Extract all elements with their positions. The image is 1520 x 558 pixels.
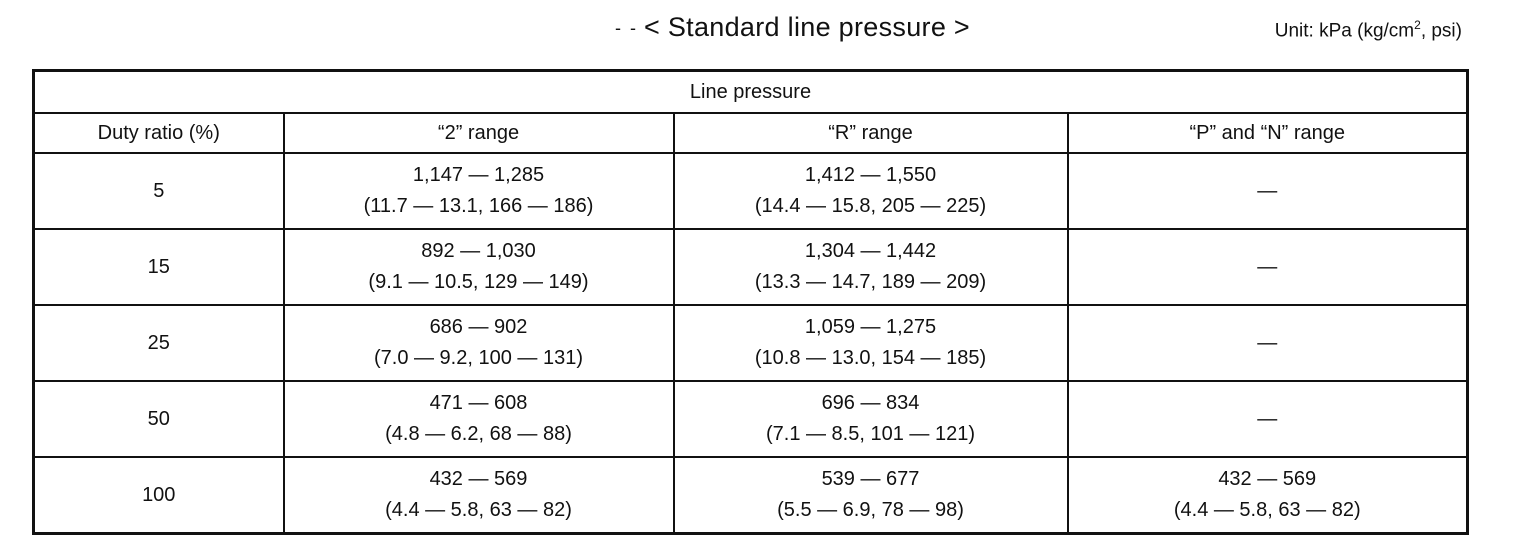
range-r-cell: 539 — 677 (5.5 — 6.9, 78 — 98) — [672, 456, 1069, 535]
range-r-cell: 1,059 — 1,275 (10.8 — 13.0, 154 — 185) — [672, 304, 1069, 382]
pressure-kpa: 696 — 834 — [821, 392, 920, 414]
pressure-kg-psi: (14.4 — 15.8, 205 — 225) — [754, 195, 987, 217]
range-pn-cell: — — [1066, 152, 1469, 230]
pressure-kpa: — — [1257, 407, 1278, 430]
pressure-kpa: 1,059 — 1,275 — [804, 316, 937, 338]
range-pn-cell: — — [1066, 304, 1469, 382]
pressure-kpa: 892 — 1,030 — [421, 240, 536, 262]
pressure-kpa: 1,304 — 1,442 — [804, 240, 937, 262]
range-2-cell: 892 — 1,030 (9.1 — 10.5, 129 — 149) — [282, 228, 675, 306]
pressure-kpa: 686 — 902 — [429, 316, 528, 338]
pressure-kpa: 432 — 569 — [429, 468, 528, 490]
pressure-kpa: 432 — 569 — [1218, 468, 1317, 490]
table-row: 50 471 — 608 (4.8 — 6.2, 68 — 88) 696 — … — [32, 380, 1469, 458]
unit-note-text: Unit: kPa (kg/cm — [1274, 20, 1415, 42]
column-header-row: Duty ratio (%) “2” range “R” range “P” a… — [32, 112, 1469, 154]
unit-note: Unit: kPa (kg/cm2, psi) — [1275, 18, 1462, 42]
line-pressure-table: Line pressure Duty ratio (%) “2” range “… — [32, 69, 1469, 535]
pressure-kpa: — — [1257, 179, 1278, 202]
pressure-kg-psi: (7.0 — 9.2, 100 — 131) — [373, 347, 583, 369]
title-text: < Standard line pressure > — [644, 12, 970, 42]
range-r-cell: 1,304 — 1,442 (13.3 — 14.7, 189 — 209) — [672, 228, 1069, 306]
table-row: 5 1,147 — 1,285 (11.7 — 13.1, 166 — 186)… — [32, 152, 1469, 230]
pressure-kpa: 1,147 — 1,285 — [412, 164, 545, 186]
pressure-kpa: 539 — 677 — [821, 468, 920, 490]
pressure-kg-psi: (11.7 — 13.1, 166 — 186) — [363, 195, 594, 217]
range-pn-cell: 432 — 569 (4.4 — 5.8, 63 — 82) — [1066, 456, 1469, 535]
range-2-cell: 471 — 608 (4.8 — 6.2, 68 — 88) — [282, 380, 675, 458]
group-header-line-pressure: Line pressure — [32, 69, 1469, 114]
pressure-kg-psi: (7.1 — 8.5, 101 — 121) — [765, 423, 975, 445]
duty-ratio-cell: 100 — [32, 456, 285, 535]
pressure-kg-psi: (10.8 — 13.0, 154 — 185) — [754, 347, 987, 369]
duty-ratio-cell: 50 — [32, 380, 285, 458]
pressure-kpa: 471 — 608 — [429, 392, 528, 414]
page-title: - - < Standard line pressure > — [615, 12, 970, 43]
title-prefix: - - — [615, 18, 638, 39]
column-header-duty-ratio: Duty ratio (%) — [32, 112, 285, 154]
table-row: 100 432 — 569 (4.4 — 5.8, 63 — 82) 539 —… — [32, 456, 1469, 535]
group-header-row: Line pressure — [32, 69, 1469, 114]
column-header-2-range: “2” range — [282, 112, 675, 154]
table-row: 15 892 — 1,030 (9.1 — 10.5, 129 — 149) 1… — [32, 228, 1469, 306]
pressure-kg-psi: (9.1 — 10.5, 129 — 149) — [368, 271, 589, 293]
range-2-cell: 1,147 — 1,285 (11.7 — 13.1, 166 — 186) — [282, 152, 675, 230]
range-2-cell: 432 — 569 (4.4 — 5.8, 63 — 82) — [282, 456, 675, 535]
duty-ratio-cell: 5 — [32, 152, 285, 230]
unit-note-superscript: 2 — [1414, 18, 1421, 32]
range-r-cell: 1,412 — 1,550 (14.4 — 15.8, 205 — 225) — [672, 152, 1069, 230]
pressure-kpa: — — [1257, 331, 1278, 354]
duty-ratio-cell: 15 — [32, 228, 285, 306]
table-row: 25 686 — 902 (7.0 — 9.2, 100 — 131) 1,05… — [32, 304, 1469, 382]
column-header-r-range: “R” range — [672, 112, 1069, 154]
range-pn-cell: — — [1066, 228, 1469, 306]
pressure-kg-psi: (4.4 — 5.8, 63 — 82) — [385, 499, 572, 521]
pressure-kg-psi: (13.3 — 14.7, 189 — 209) — [754, 271, 987, 293]
pressure-kpa: 1,412 — 1,550 — [804, 164, 937, 186]
pressure-kpa: — — [1257, 255, 1278, 278]
range-pn-cell: — — [1066, 380, 1469, 458]
duty-ratio-cell: 25 — [32, 304, 285, 382]
unit-note-text-end: , psi) — [1420, 20, 1462, 42]
range-2-cell: 686 — 902 (7.0 — 9.2, 100 — 131) — [282, 304, 675, 382]
pressure-kg-psi: (4.8 — 6.2, 68 — 88) — [385, 423, 572, 445]
pressure-kg-psi: (5.5 — 6.9, 78 — 98) — [777, 499, 964, 521]
column-header-pn-range: “P” and “N” range — [1066, 112, 1469, 154]
range-r-cell: 696 — 834 (7.1 — 8.5, 101 — 121) — [672, 380, 1069, 458]
pressure-kg-psi: (4.4 — 5.8, 63 — 82) — [1173, 499, 1361, 521]
